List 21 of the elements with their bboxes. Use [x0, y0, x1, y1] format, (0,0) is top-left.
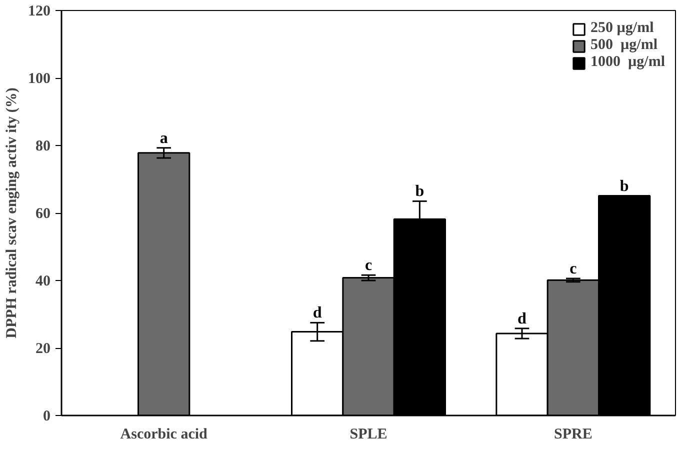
- y-tick-label: 100: [28, 71, 50, 87]
- data-label: b: [415, 183, 424, 200]
- x-tick-label: SPLE: [350, 426, 388, 442]
- x-tick-label: SPRE: [554, 426, 592, 442]
- x-tick-label: Ascorbic acid: [120, 426, 208, 442]
- data-label: c: [570, 260, 577, 278]
- data-label: c: [364, 257, 372, 274]
- legend-label: 1000 µg/ml: [590, 54, 665, 71]
- data-label: a: [160, 130, 168, 147]
- y-tick-label: 0: [43, 408, 50, 424]
- data-label: d: [312, 304, 322, 322]
- legend-label: 250 µg/ml: [590, 20, 654, 37]
- y-tick-label: 20: [36, 341, 50, 357]
- y-axis-title: DPPH radical scav enging activ ity (%): [4, 88, 20, 338]
- y-tick-label: 40: [36, 274, 50, 290]
- legend-label: 500 µg/ml: [590, 37, 658, 54]
- y-tick-label: 60: [36, 206, 50, 222]
- y-tick-label: 80: [36, 138, 50, 154]
- data-label: d: [518, 310, 527, 328]
- y-tick-label: 120: [28, 4, 50, 20]
- data-label: b: [620, 178, 629, 195]
